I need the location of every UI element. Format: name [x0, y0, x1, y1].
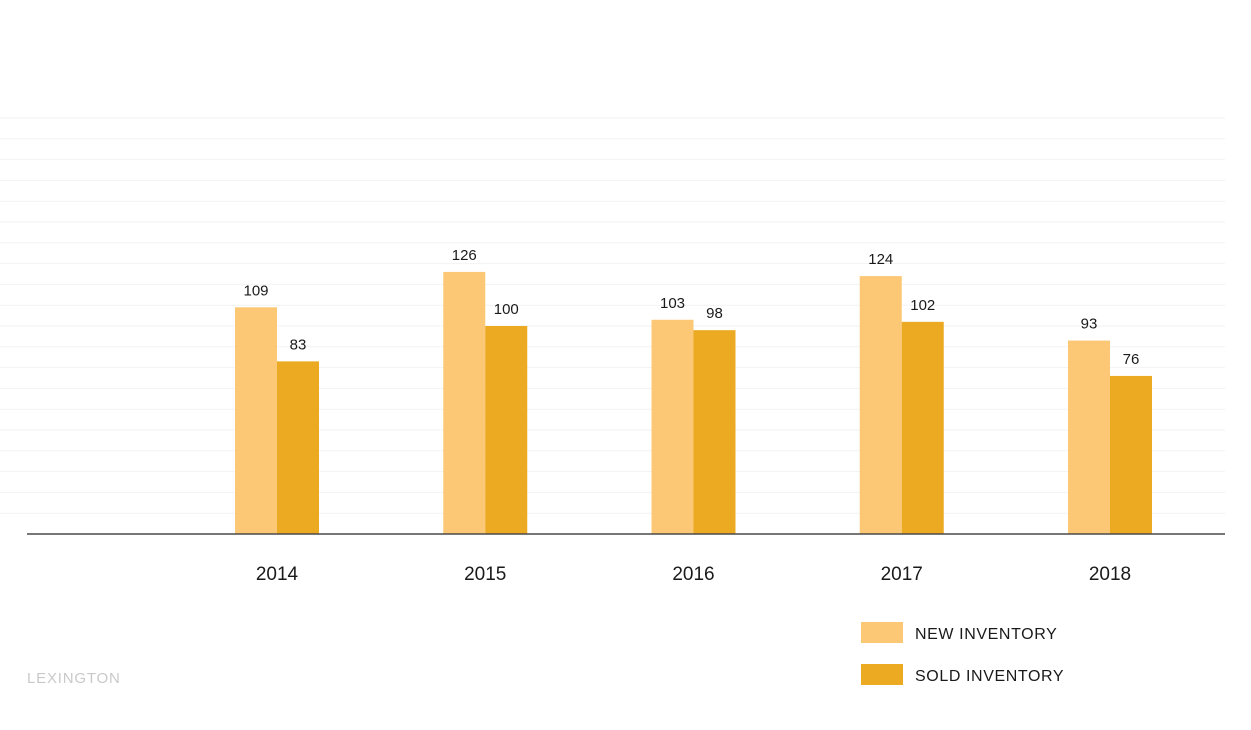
data-label-new-2018: 93 — [1081, 316, 1098, 333]
data-label-new-2015: 126 — [452, 247, 477, 264]
bar-new-2016 — [651, 319, 694, 534]
data-label-sold-2017: 102 — [910, 297, 935, 314]
watermark-logo-text: LEXINGTON — [27, 670, 121, 687]
data-label-sold-2018: 76 — [1123, 351, 1140, 368]
data-label-new-2014: 109 — [243, 282, 268, 299]
legend-swatch-new — [861, 622, 903, 643]
bar-new-2014 — [235, 307, 277, 534]
data-label-new-2017: 124 — [868, 251, 893, 268]
x-tick-label-2018: 2018 — [1089, 564, 1131, 585]
legend-swatch-sold — [861, 664, 903, 685]
bar-sold-2017 — [901, 321, 944, 534]
bar-sold-2015 — [485, 326, 528, 534]
bar-sold-2016 — [693, 330, 736, 534]
bar-new-2015 — [443, 271, 486, 534]
legend-label-sold: SOLD INVENTORY — [915, 668, 1065, 685]
x-tick-label-2017: 2017 — [881, 564, 923, 585]
data-label-sold-2016: 98 — [706, 305, 723, 322]
x-tick-label-2014: 2014 — [256, 564, 299, 585]
data-label-sold-2014: 83 — [290, 336, 307, 353]
data-label-sold-2015: 100 — [494, 301, 519, 318]
bar-sold-2014 — [277, 361, 319, 534]
bar-new-2017 — [859, 276, 902, 534]
legend-label-new: NEW INVENTORY — [915, 626, 1058, 643]
bar-sold-2018 — [1110, 375, 1152, 534]
bar-new-2018 — [1068, 340, 1110, 534]
inventory-bar-chart: 109 83 2014 126 100 2015 103 98 2016 124 102 2017 93… — [0, 117, 1225, 585]
x-tick-label-2015: 2015 — [464, 564, 506, 585]
x-tick-label-2016: 2016 — [672, 564, 714, 585]
data-label-new-2016: 103 — [660, 295, 685, 312]
